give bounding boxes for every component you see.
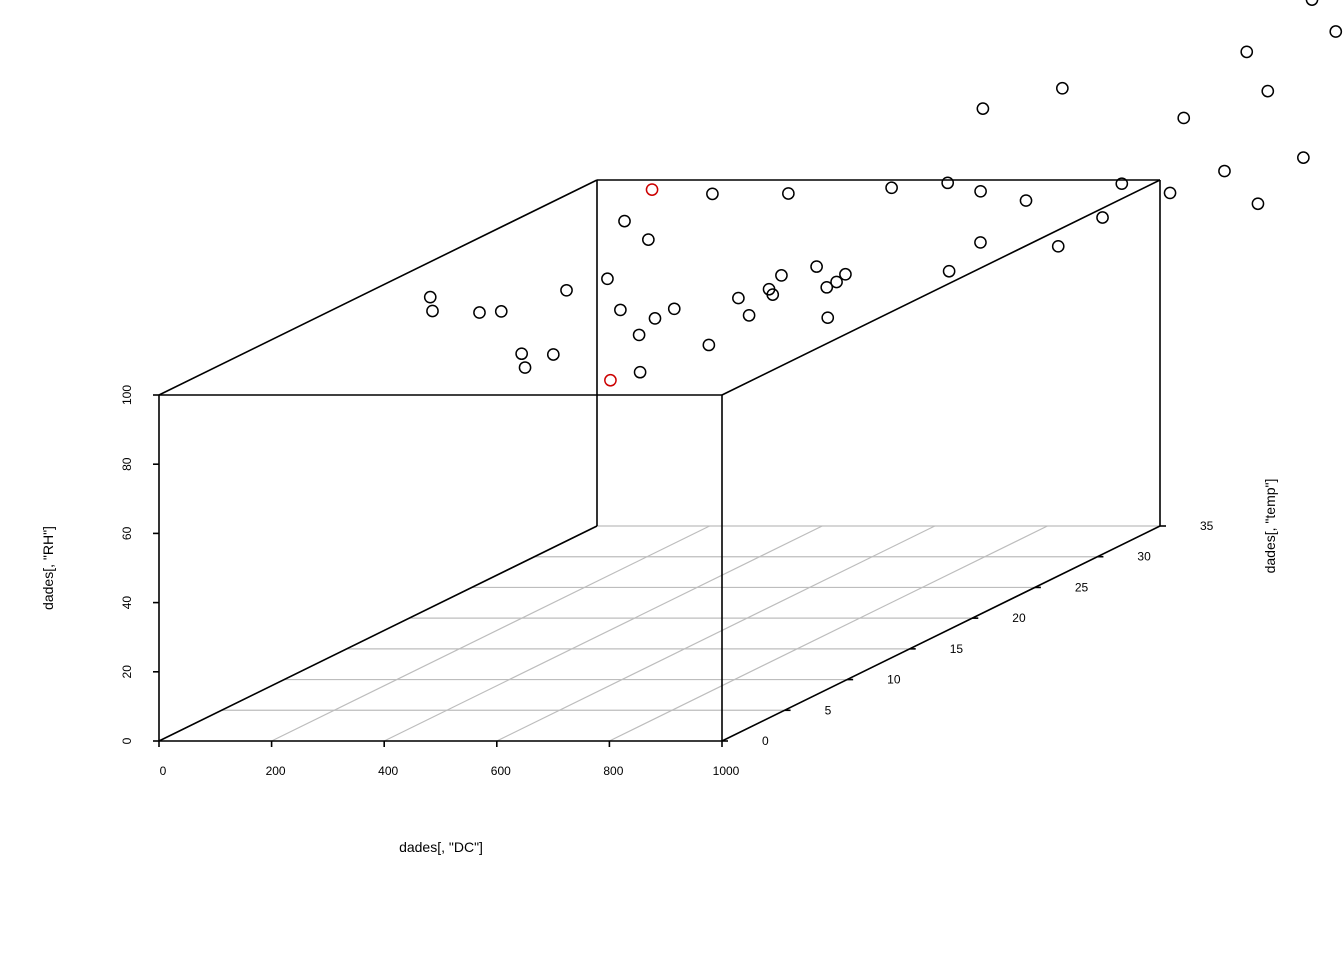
- data-point: [426, 304, 439, 318]
- data-point: [1115, 177, 1129, 191]
- x-tick-label: 800: [603, 764, 623, 778]
- x-tick-label: 400: [378, 764, 398, 778]
- data-point: [702, 338, 716, 352]
- data-point: [1251, 197, 1265, 211]
- data-point: [494, 305, 508, 318]
- y-tick-label: 5: [825, 703, 832, 717]
- highlight-point: [604, 373, 617, 387]
- data-point: [560, 283, 573, 297]
- data-point: [706, 187, 719, 201]
- data-point: [1177, 111, 1191, 125]
- data-points: [423, 0, 1343, 387]
- z-tick-label: 80: [120, 457, 134, 471]
- floor-grid: [158, 525, 1161, 742]
- data-point: [1297, 151, 1310, 164]
- y-tick-label: 15: [950, 642, 964, 656]
- data-point: [601, 272, 614, 286]
- data-point: [775, 269, 788, 282]
- data-point: [1096, 211, 1109, 224]
- box-edge: [721, 179, 1161, 396]
- z-tick-label: 100: [120, 385, 134, 405]
- data-point: [473, 306, 486, 319]
- data-point: [742, 309, 756, 322]
- data-point: [423, 290, 437, 304]
- data-point: [782, 187, 795, 200]
- data-point: [810, 260, 823, 273]
- data-point: [1240, 45, 1254, 59]
- y-tick-label: 20: [1012, 611, 1026, 625]
- data-point: [648, 312, 662, 325]
- data-point: [1019, 194, 1033, 207]
- box-edge: [158, 525, 598, 742]
- x-tick-label: 0: [160, 764, 167, 778]
- grid-line-x: [383, 525, 823, 742]
- data-point: [1329, 25, 1343, 38]
- z-tick-label: 40: [120, 596, 134, 610]
- highlight-point: [645, 183, 659, 196]
- data-point: [942, 264, 956, 278]
- y-tick-label: 30: [1137, 550, 1151, 564]
- data-point: [830, 275, 843, 289]
- data-point: [885, 181, 898, 195]
- data-point: [820, 280, 834, 294]
- data-point: [976, 102, 990, 115]
- data-point: [667, 302, 681, 316]
- plot-box: [158, 179, 1161, 742]
- data-point: [1305, 0, 1319, 6]
- data-point: [766, 288, 780, 301]
- y-tick-label: 35: [1200, 519, 1214, 533]
- x-axis-title: dades[, "DC"]: [399, 839, 483, 855]
- data-point: [974, 236, 987, 249]
- y-tick-label: 25: [1075, 580, 1089, 594]
- z-tick-label: 20: [120, 665, 134, 679]
- y-tick-label: 0: [762, 734, 769, 748]
- data-point: [632, 328, 646, 342]
- data-point: [941, 176, 955, 190]
- data-point: [618, 214, 631, 228]
- z-tick-label: 60: [120, 526, 134, 540]
- data-point: [1051, 239, 1065, 253]
- data-point: [633, 365, 647, 379]
- x-tick-label: 600: [491, 764, 511, 778]
- data-point: [974, 184, 987, 198]
- data-point: [1218, 164, 1231, 178]
- data-point: [1163, 186, 1177, 200]
- z-axis-title: dades[, "RH"]: [40, 526, 56, 610]
- data-point: [614, 303, 627, 317]
- data-point: [1261, 84, 1275, 98]
- y-axis-title: dades[, "temp"]: [1262, 479, 1278, 574]
- grid-line-x: [271, 525, 710, 742]
- z-tick-label: 0: [120, 737, 134, 744]
- data-point: [515, 347, 529, 361]
- axis-ticks: 0 200 400 600 800 100002040608010005101520253…: [120, 385, 1214, 778]
- box-edge: [721, 525, 1161, 742]
- data-point: [642, 233, 655, 246]
- y-tick-label: 10: [887, 673, 901, 687]
- data-point: [518, 361, 532, 374]
- grid-line-x: [496, 525, 936, 742]
- box-edge: [158, 179, 598, 396]
- data-point: [732, 291, 745, 305]
- x-tick-label: 200: [266, 764, 286, 778]
- data-point: [546, 348, 560, 361]
- x-tick-label: 1000: [713, 764, 740, 778]
- grid-line-x: [609, 525, 1048, 742]
- data-point: [839, 267, 852, 281]
- data-point: [1056, 81, 1069, 95]
- data-point: [821, 311, 835, 325]
